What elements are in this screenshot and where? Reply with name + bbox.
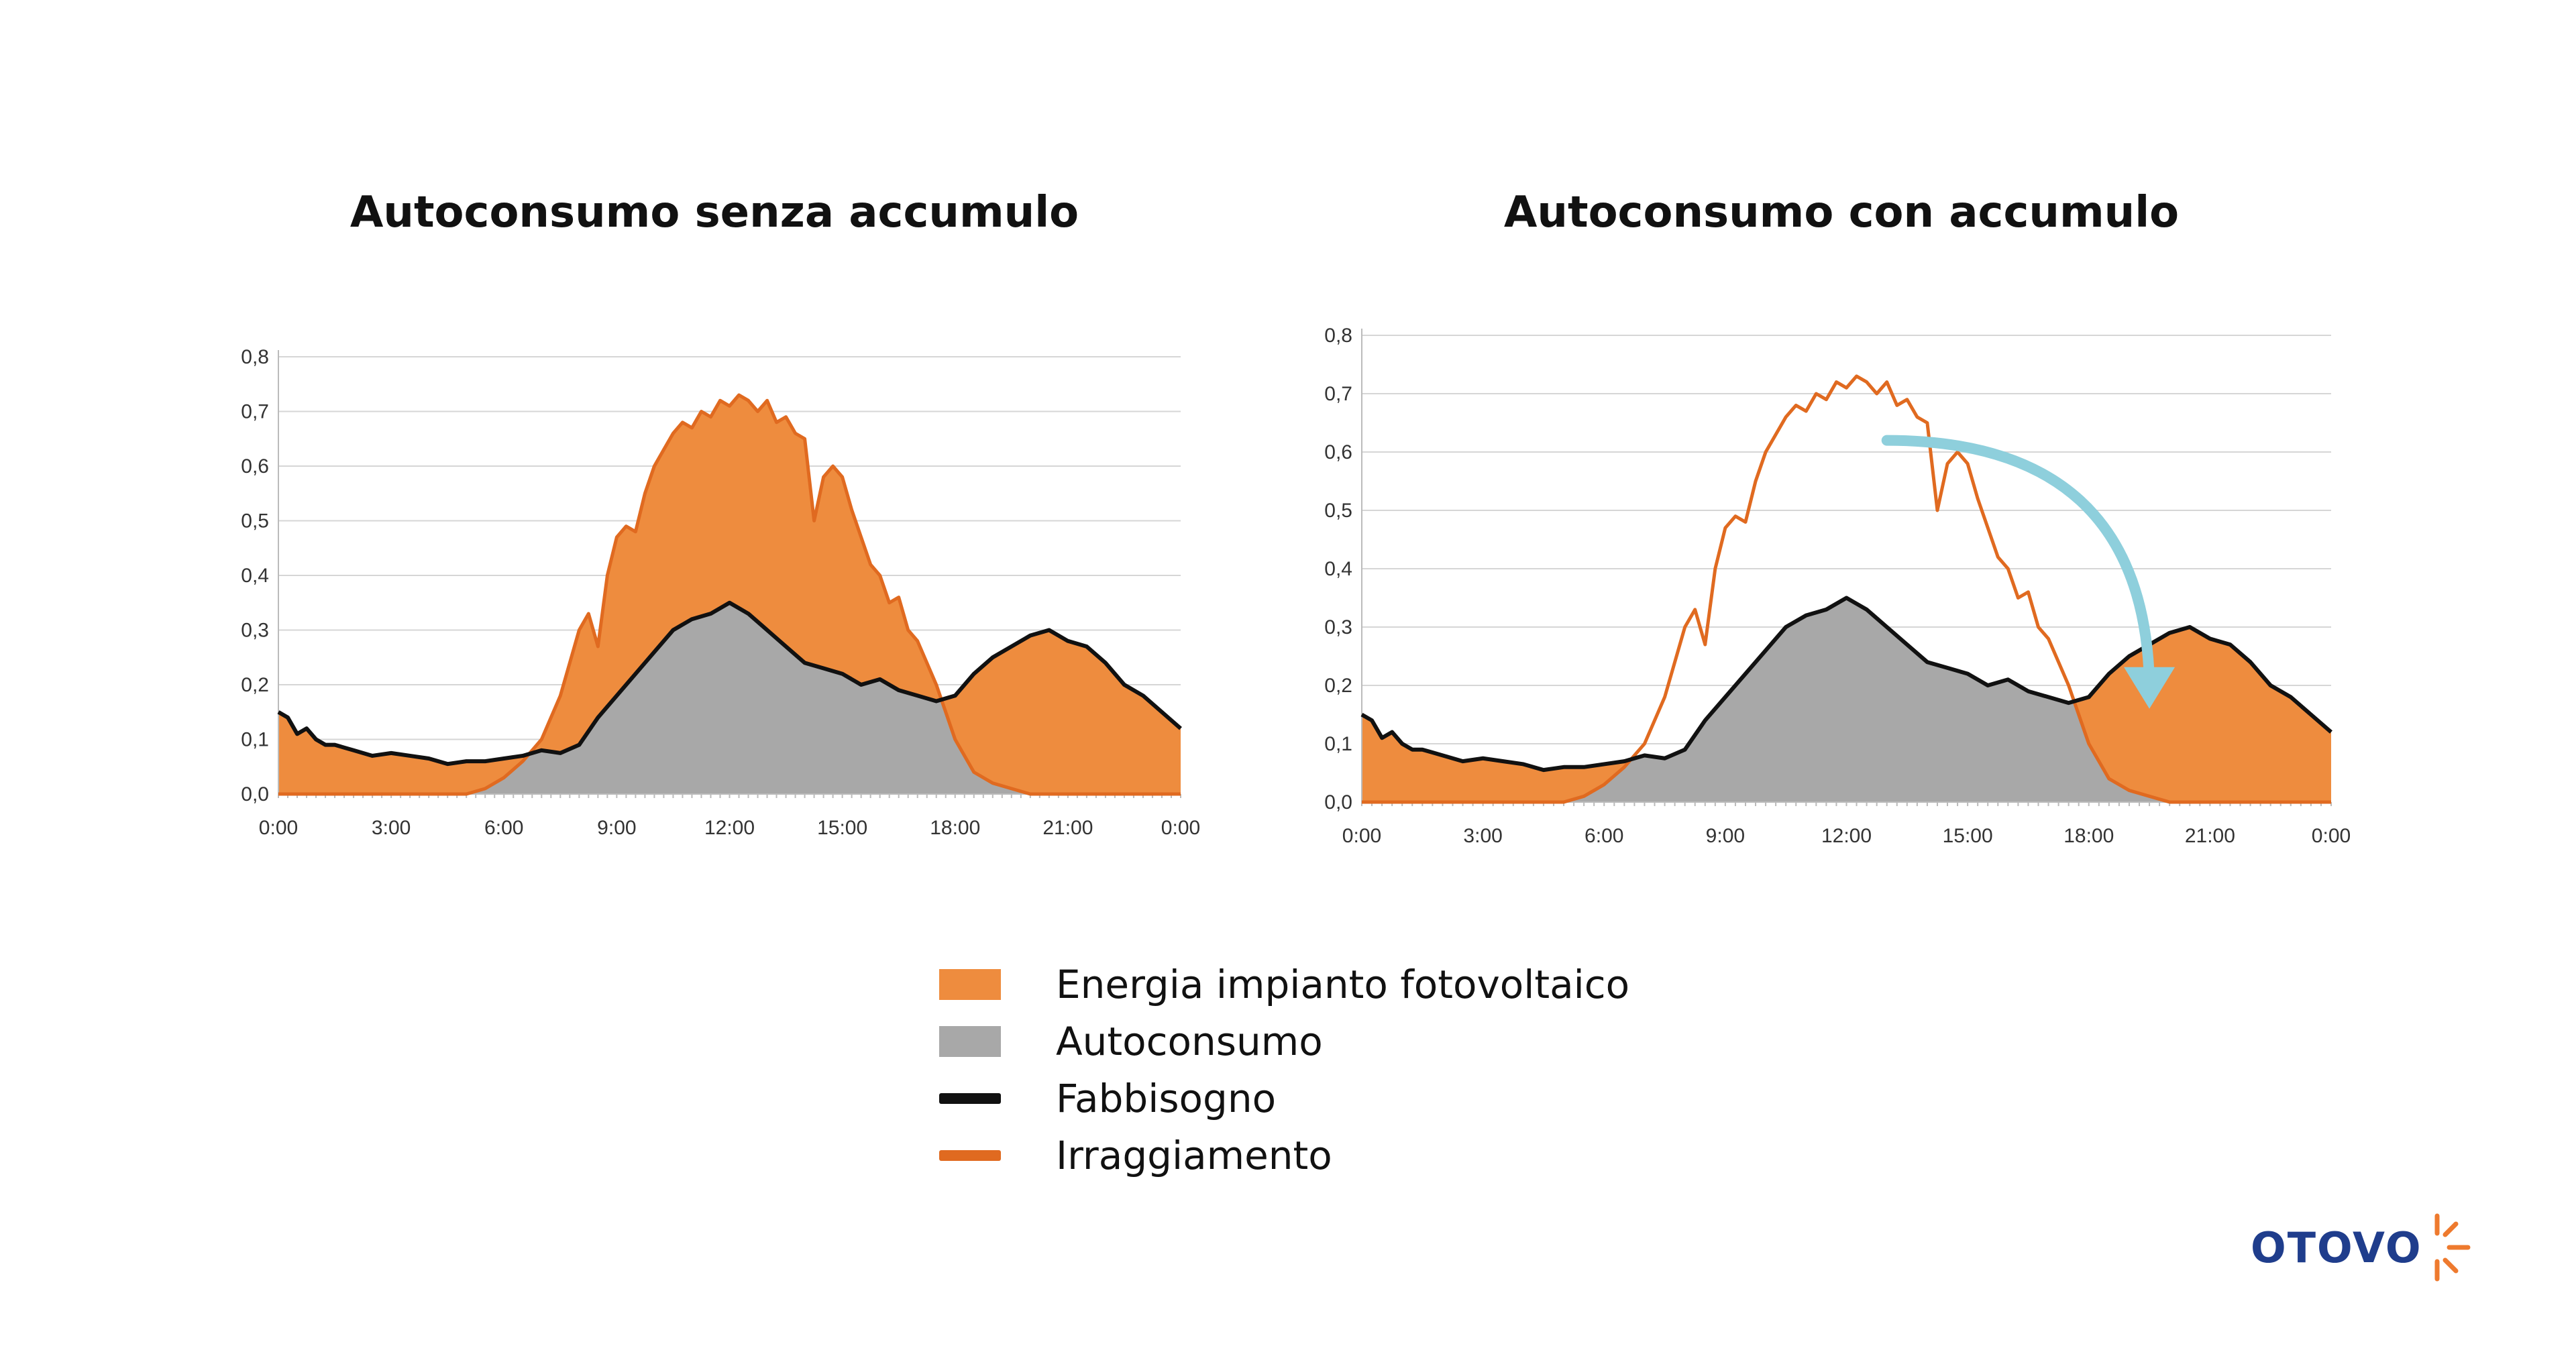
legend-swatch-fabbisogno [939, 1092, 1001, 1104]
x-tick-label: 0:00 [1342, 825, 1381, 847]
x-tick-label: 12:00 [1821, 825, 1872, 847]
chart-title-right: Autoconsumo con accumulo [1503, 188, 2180, 237]
series-line-fabbisogno [277, 600, 1182, 767]
y-tick-label: 0,6 [241, 455, 269, 478]
y-tick-label: 0,4 [241, 565, 269, 587]
y-tick-label: 0,1 [1324, 733, 1352, 755]
storage-arrow-head [2124, 667, 2176, 709]
y-tick-label: 0,5 [241, 510, 269, 532]
sun-rays-icon [2434, 1213, 2471, 1282]
series-line-irraggiamento [1362, 374, 2331, 804]
x-tick-label: 3:00 [372, 817, 411, 839]
area-autoconsumo [1362, 598, 2331, 802]
y-tick-label: 0,5 [1324, 500, 1352, 522]
y-tick-label: 0,6 [1324, 441, 1352, 463]
y-tick-label: 0,3 [1324, 616, 1352, 638]
legend-label-fabbisogno: Fabbisogno [1056, 1075, 1277, 1121]
x-tick-label: 3:00 [1463, 825, 1502, 847]
x-tick-label: 18:00 [2063, 825, 2114, 847]
y-tick-label: 0,8 [241, 346, 269, 368]
legend-item-fabbisogno: Fabbisogno [939, 1070, 1629, 1127]
x-tick-label: 9:00 [1706, 825, 1745, 847]
y-tick-label: 0,2 [1324, 675, 1352, 697]
legend-swatch-energia [939, 968, 1001, 1000]
legend-swatch-autoconsumo [939, 1025, 1001, 1057]
x-tick-label: 0:00 [259, 817, 298, 839]
area-autoconsumo [278, 602, 1181, 794]
y-tick-label: 0,3 [241, 620, 269, 642]
x-tick-label: 9:00 [597, 817, 636, 839]
area-energia-fotovoltaico [1362, 598, 2331, 802]
legend-swatch-irraggiamento [939, 1149, 1001, 1161]
legend-label-energia: Energia impianto fotovoltaico [1056, 961, 1630, 1007]
otovo-logo: OTOVO [2251, 1211, 2473, 1284]
legend-label-irraggiamento: Irraggiamento [1056, 1132, 1332, 1178]
y-tick-label: 0,8 [1324, 325, 1352, 347]
legend-item-autoconsumo: Autoconsumo [939, 1013, 1629, 1070]
x-tick-label: 0:00 [2312, 825, 2351, 847]
x-tick-label: 6:00 [484, 817, 523, 839]
logo-text: OTOVO [2251, 1223, 2422, 1272]
x-tick-label: 21:00 [2185, 825, 2235, 847]
y-tick-label: 0,0 [241, 783, 269, 805]
chart-title-left: Autoconsumo senza accumulo [350, 188, 1079, 237]
legend: Energia impianto fotovoltaico Autoconsum… [939, 956, 1629, 1184]
area-energia-fotovoltaico [278, 395, 1181, 794]
x-tick-label: 18:00 [930, 817, 980, 839]
y-tick-label: 0,2 [241, 674, 269, 696]
y-tick-label: 0,0 [1324, 791, 1352, 813]
x-tick-label: 0:00 [1161, 817, 1200, 839]
series-line-irraggiamento [278, 393, 1181, 796]
x-tick-label: 12:00 [704, 817, 755, 839]
chart-right: 0,0 0,1 0,2 0,3 0,4 0,5 0,6 0,7 0,8 0:00 3:00 6:00 9… [1324, 325, 2351, 847]
y-tick-label: 0,1 [241, 729, 269, 751]
x-tick-label: 15:00 [1943, 825, 1993, 847]
legend-item-energia: Energia impianto fotovoltaico [939, 956, 1629, 1013]
legend-item-irraggiamento: Irraggiamento [939, 1127, 1629, 1184]
x-tick-label: 21:00 [1042, 817, 1093, 839]
storage-arrow [1881, 435, 2155, 687]
y-tick-label: 0,7 [241, 401, 269, 423]
x-tick-label: 6:00 [1585, 825, 1623, 847]
legend-label-autoconsumo: Autoconsumo [1056, 1018, 1323, 1064]
x-tick-label: 15:00 [817, 817, 867, 839]
y-tick-label: 0,7 [1324, 383, 1352, 405]
y-tick-label: 0,4 [1324, 558, 1352, 580]
chart-left: 0,0 0,1 0,2 0,3 0,4 0,5 0,6 0,7 0,8 0:00 3:00 6:00 9… [241, 346, 1200, 839]
series-line-fabbisogno [1360, 596, 2332, 773]
